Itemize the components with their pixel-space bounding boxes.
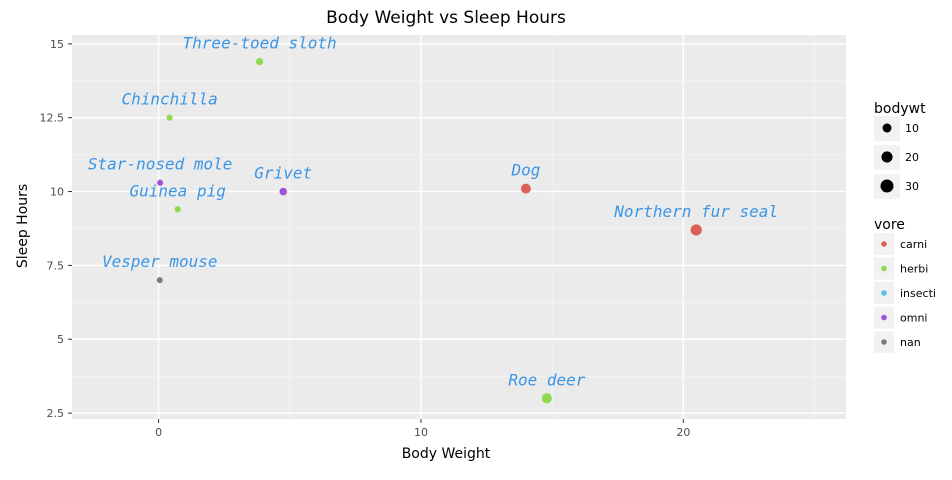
size-legend-label: 30 <box>905 180 919 193</box>
point-label: Vesper mouse <box>102 252 218 271</box>
axes: 0 10 20 2.5 5 7.5 10 12.5 15 <box>40 38 691 439</box>
plot-background <box>72 35 846 419</box>
color-legend-dot <box>881 265 887 272</box>
chart-title: Body Weight vs Sleep Hours <box>326 8 566 28</box>
color-legend-dot <box>881 290 887 296</box>
legends: bodywt 10 20 30 vore carni herbi insecti omni nan <box>874 101 936 353</box>
size-legend-dot <box>882 123 892 133</box>
x-axis-title: Body Weight <box>402 446 491 462</box>
data-point <box>255 57 264 66</box>
color-legend-dot <box>881 339 887 345</box>
y-tick-label: 10 <box>50 186 64 199</box>
plot-panel <box>72 35 846 419</box>
point-label: Chinchilla <box>121 90 217 109</box>
x-tick-label: 20 <box>676 426 690 439</box>
data-point <box>690 224 702 236</box>
y-axis-title: Sleep Hours <box>15 184 31 268</box>
data-point <box>279 187 287 196</box>
y-tick-label: 15 <box>50 38 64 51</box>
point-label: Northern fur seal <box>613 202 778 221</box>
y-tick-label: 5 <box>57 333 64 346</box>
size-legend-dot <box>880 179 894 193</box>
data-point <box>520 183 531 194</box>
data-point <box>174 206 181 213</box>
color-legend-label: insecti <box>900 287 936 300</box>
data-points <box>156 57 702 404</box>
size-legend-label: 10 <box>905 122 919 135</box>
data-point <box>166 114 173 121</box>
point-labels: Three-toed sloth Chinchilla Star-nosed mol… <box>88 34 778 390</box>
color-legend-label: nan <box>900 336 921 349</box>
size-legend-label: 20 <box>905 151 919 164</box>
y-tick-label: 7.5 <box>47 259 65 272</box>
x-tick-label: 0 <box>155 426 162 439</box>
size-legend-dot <box>881 151 893 163</box>
point-label: Star-nosed mole <box>88 155 233 174</box>
point-label: Guinea pig <box>130 181 226 200</box>
data-point <box>541 393 552 404</box>
color-legend-label: herbi <box>900 263 928 276</box>
data-point <box>156 277 163 284</box>
y-tick-label: 12.5 <box>40 112 65 125</box>
data-point <box>157 179 164 186</box>
point-label: Three-toed sloth <box>183 34 337 53</box>
color-legend-label: carni <box>900 238 927 251</box>
color-legend-label: omni <box>900 312 927 325</box>
x-tick-label: 10 <box>414 426 428 439</box>
point-label: Roe deer <box>508 370 585 389</box>
color-legend-dot <box>881 314 887 321</box>
color-legend-dot <box>881 241 887 247</box>
color-legend-title: vore <box>874 217 905 233</box>
size-legend-title: bodywt <box>874 101 926 117</box>
y-tick-label: 2.5 <box>47 407 65 420</box>
point-label: Dog <box>510 161 540 180</box>
point-label: Grivet <box>254 164 312 183</box>
